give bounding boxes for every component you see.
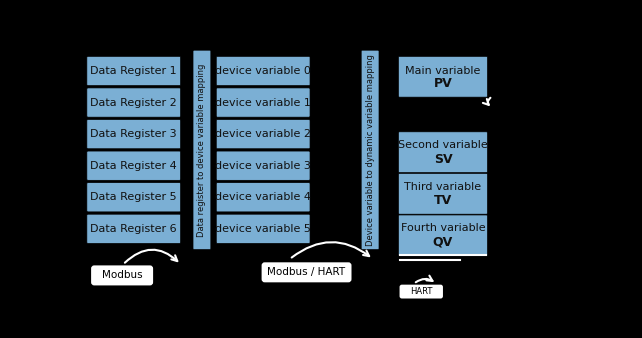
Text: Data Register 4: Data Register 4 — [91, 161, 177, 171]
Text: Data Register 2: Data Register 2 — [91, 98, 177, 107]
Text: Data Register 3: Data Register 3 — [91, 129, 177, 139]
FancyBboxPatch shape — [399, 285, 443, 298]
Text: Third variable: Third variable — [404, 182, 482, 192]
FancyBboxPatch shape — [216, 120, 310, 149]
Text: Data register to device variable mapping: Data register to device variable mapping — [198, 63, 207, 237]
FancyBboxPatch shape — [87, 120, 180, 149]
FancyBboxPatch shape — [399, 132, 487, 173]
FancyBboxPatch shape — [216, 183, 310, 212]
FancyBboxPatch shape — [261, 262, 352, 282]
Text: TV: TV — [434, 194, 452, 207]
Text: HART: HART — [410, 287, 433, 296]
FancyBboxPatch shape — [87, 214, 180, 243]
Text: device variable 1: device variable 1 — [215, 98, 311, 107]
FancyBboxPatch shape — [193, 50, 211, 250]
FancyBboxPatch shape — [216, 88, 310, 117]
Text: Data Register 5: Data Register 5 — [91, 192, 177, 202]
Text: Modbus: Modbus — [102, 270, 143, 281]
FancyBboxPatch shape — [87, 151, 180, 180]
FancyBboxPatch shape — [361, 50, 379, 250]
Text: Data Register 1: Data Register 1 — [91, 66, 177, 76]
FancyBboxPatch shape — [216, 151, 310, 180]
Text: Fourth variable: Fourth variable — [401, 223, 485, 234]
Text: QV: QV — [433, 236, 453, 249]
Text: device variable 4: device variable 4 — [215, 192, 311, 202]
Text: Modbus / HART: Modbus / HART — [268, 267, 345, 277]
Text: device variable 3: device variable 3 — [215, 161, 311, 171]
FancyBboxPatch shape — [399, 173, 487, 214]
Text: Data Register 6: Data Register 6 — [91, 224, 177, 234]
FancyBboxPatch shape — [399, 215, 487, 256]
FancyBboxPatch shape — [399, 56, 487, 97]
Text: Device variable to dynamic variable mapping: Device variable to dynamic variable mapp… — [365, 54, 374, 246]
Text: SV: SV — [433, 153, 452, 166]
Text: PV: PV — [433, 77, 453, 90]
FancyBboxPatch shape — [87, 56, 180, 86]
FancyBboxPatch shape — [87, 183, 180, 212]
Text: device variable 5: device variable 5 — [215, 224, 311, 234]
Text: Main variable: Main variable — [405, 66, 481, 76]
Text: Second variable: Second variable — [398, 140, 488, 150]
Text: device variable 2: device variable 2 — [215, 129, 311, 139]
Text: device variable 0: device variable 0 — [215, 66, 311, 76]
FancyBboxPatch shape — [87, 88, 180, 117]
FancyBboxPatch shape — [91, 265, 153, 285]
FancyBboxPatch shape — [216, 56, 310, 86]
FancyBboxPatch shape — [216, 214, 310, 243]
